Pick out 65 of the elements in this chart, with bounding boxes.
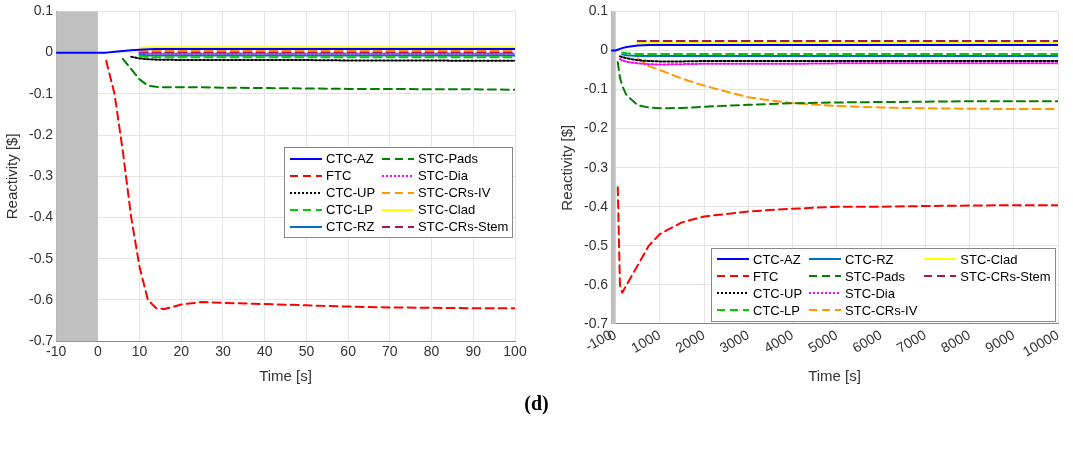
y-axis-title: Reactivity [$]: [558, 124, 576, 211]
legend-label: CTC-RZ: [845, 251, 894, 268]
legend-label: STC-Clad: [418, 201, 476, 219]
y-tick-label: -0.3: [584, 158, 609, 175]
line-series: [121, 57, 515, 91]
x-tick-label: 7000: [893, 326, 929, 356]
x-tick-label: 90: [465, 343, 482, 360]
legend-label: CTC-UP: [326, 184, 376, 202]
y-tick-label: 0: [45, 43, 54, 60]
y-tick-label: -0.4: [29, 208, 54, 225]
x-tick-label: 5000: [805, 326, 841, 356]
x-tick-label: 3000: [716, 326, 752, 356]
y-tick-label: -0.5: [584, 236, 609, 253]
legend-label: CTC-RZ: [326, 218, 375, 236]
text: (d): [523, 392, 550, 415]
legend-label: CTC-UP: [753, 285, 803, 302]
legend-label: STC-CRs-IV: [845, 302, 918, 319]
legend-label: STC-Clad: [960, 251, 1018, 268]
x-tick-label: 6000: [849, 326, 885, 356]
y-tick-label: -0.1: [584, 80, 609, 97]
x-tick-label: 10: [131, 343, 148, 360]
y-tick-label: 0.1: [33, 2, 54, 19]
y-tick-label: -0.7: [584, 314, 609, 331]
y-tick-label: -0.1: [29, 84, 54, 101]
x-tick-label: 8000: [937, 326, 974, 356]
legend-label: FTC: [753, 268, 779, 285]
legend-label: CTC-AZ: [326, 150, 374, 168]
x-tick-label: 4000: [761, 326, 797, 356]
legend-label: CTC-LP: [753, 302, 800, 319]
y-tick-label: -0.2: [29, 125, 54, 142]
x-tick-label: 50: [298, 343, 315, 360]
y-tick-label: -0.6: [29, 290, 54, 307]
x-tick-label: 40: [256, 343, 273, 360]
x-tick-label: 2000: [672, 326, 708, 356]
x-tick-label: 9000: [982, 326, 1018, 356]
line-series: [105, 59, 515, 311]
x-tick-label: -10: [46, 343, 67, 360]
y-axis-title: Reactivity [$]: [3, 133, 21, 220]
x-axis-title: Time [s]: [808, 367, 861, 385]
legend-label: STC-CRs-Stem: [960, 268, 1051, 285]
y-tick-label: 0.1: [588, 2, 609, 19]
x-tick-label: 0: [93, 343, 102, 360]
legend-label: STC-CRs-Stem: [418, 218, 509, 236]
y-tick-label: -0.6: [584, 275, 609, 292]
y-tick-label: -0.3: [29, 167, 54, 184]
y-tick-label: 0: [600, 41, 609, 58]
x-tick-label: 80: [423, 343, 440, 360]
x-tick-label: 70: [382, 343, 398, 360]
y-tick-label: -0.4: [584, 197, 609, 214]
legend-label: STC-Pads: [418, 150, 479, 168]
legend-label: CTC-AZ: [753, 251, 801, 268]
legend-label: STC-Pads: [845, 268, 906, 285]
legend-label: CTC-LP: [326, 201, 373, 219]
x-tick-label: 1000: [628, 326, 664, 356]
x-tick-label: 100: [503, 343, 527, 360]
legend-label: STC-Dia: [418, 167, 468, 185]
legend-label: STC-CRs-IV: [418, 184, 491, 202]
x-tick-label: 30: [215, 343, 231, 360]
legend-label: FTC: [326, 167, 352, 185]
y-tick-label: -0.5: [29, 249, 54, 266]
x-axis-title: Time [s]: [259, 367, 312, 385]
y-tick-label: -0.2: [584, 119, 609, 136]
x-tick-label: 20: [173, 343, 190, 360]
x-tick-label: 60: [340, 343, 357, 360]
legend-label: STC-Dia: [845, 285, 895, 302]
